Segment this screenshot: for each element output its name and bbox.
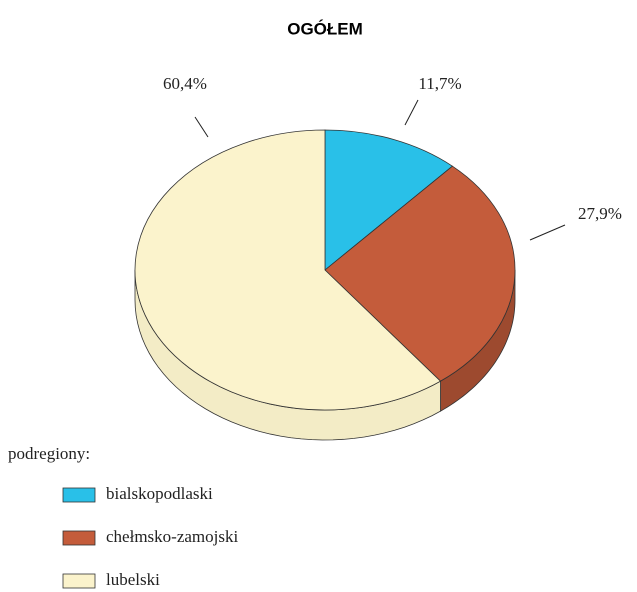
chart-title: OGÓŁEM bbox=[287, 19, 363, 38]
data-label: 60,4% bbox=[163, 74, 207, 93]
legend-label: lubelski bbox=[106, 570, 160, 589]
pie-slice bbox=[324, 165, 516, 382]
leader-line bbox=[194, 116, 209, 138]
legend-swatch bbox=[62, 530, 96, 546]
data-label: 11,7% bbox=[418, 74, 461, 93]
pie-slice bbox=[134, 129, 442, 411]
legend-swatch bbox=[62, 487, 96, 503]
leader-line bbox=[529, 224, 566, 241]
legend-title: podregiony: bbox=[8, 444, 90, 463]
legend-label: bialskopodlaski bbox=[106, 484, 213, 503]
legend-label: chełmsko-zamojski bbox=[106, 527, 238, 546]
data-label: 27,9% bbox=[578, 204, 622, 223]
leader-line bbox=[404, 99, 419, 126]
pie-slice bbox=[324, 129, 454, 271]
legend-swatch bbox=[62, 573, 96, 589]
